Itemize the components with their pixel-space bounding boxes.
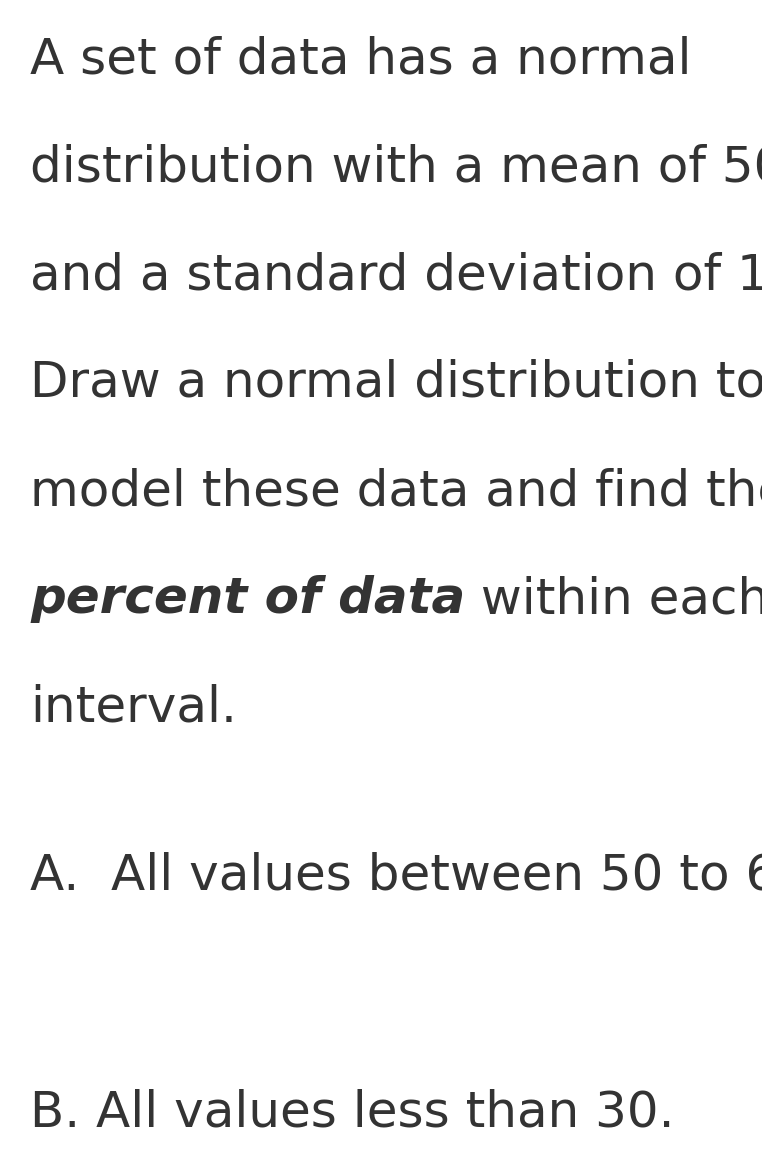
Text: A.  All values between 50 to 60.: A. All values between 50 to 60. [30,851,762,899]
Text: A set of data has a normal: A set of data has a normal [30,35,691,82]
Text: Draw a normal distribution to: Draw a normal distribution to [30,359,762,408]
Text: model these data and find the: model these data and find the [30,467,762,515]
Text: percent of data: percent of data [30,575,466,623]
Text: B. All values less than 30.: B. All values less than 30. [30,1089,674,1137]
Text: distribution with a mean of 50: distribution with a mean of 50 [30,143,762,192]
Text: interval.: interval. [30,683,237,731]
Text: within each: within each [466,575,762,623]
Text: and a standard deviation of 10.: and a standard deviation of 10. [30,251,762,300]
